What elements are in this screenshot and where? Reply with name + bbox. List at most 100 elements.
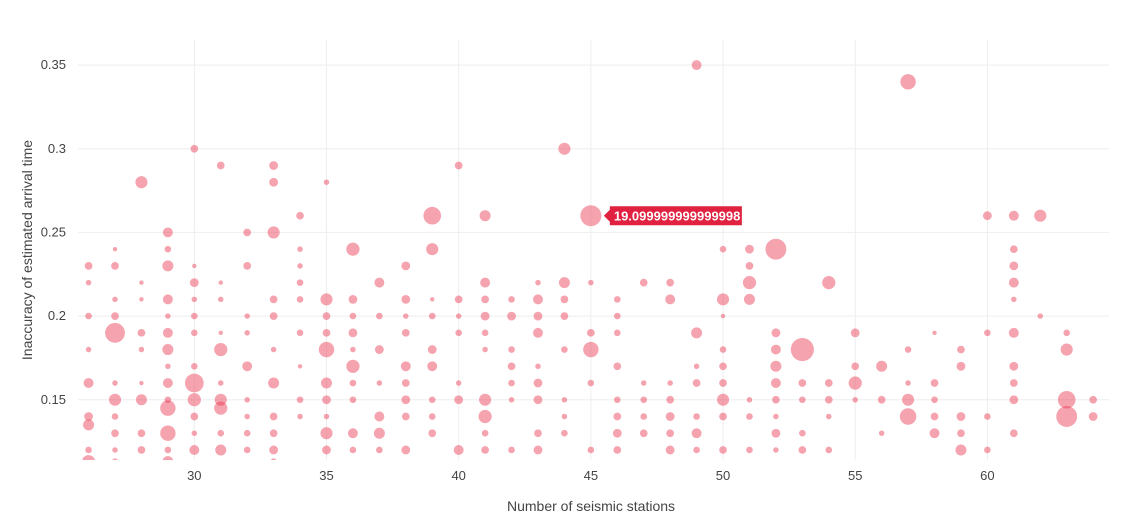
data-point[interactable]	[455, 329, 462, 337]
data-point[interactable]	[111, 312, 119, 320]
data-point[interactable]	[84, 262, 93, 270]
data-point[interactable]	[746, 397, 753, 403]
data-point[interactable]	[507, 362, 516, 371]
data-point[interactable]	[85, 279, 92, 286]
data-point[interactable]	[691, 327, 703, 339]
data-point[interactable]	[719, 446, 727, 454]
data-point[interactable]	[243, 446, 251, 454]
data-point[interactable]	[613, 446, 622, 454]
data-point[interactable]	[1009, 379, 1018, 387]
data-point[interactable]	[640, 396, 648, 404]
data-point[interactable]	[773, 447, 779, 453]
data-point[interactable]	[533, 445, 543, 455]
data-point[interactable]	[745, 262, 754, 270]
data-point[interactable]	[296, 279, 304, 286]
data-point[interactable]	[798, 446, 807, 454]
data-point[interactable]	[665, 445, 675, 455]
data-point[interactable]	[561, 413, 568, 420]
data-point[interactable]	[558, 277, 570, 289]
data-point[interactable]	[162, 260, 174, 272]
data-point[interactable]	[376, 380, 383, 386]
data-point[interactable]	[1008, 327, 1019, 338]
data-point[interactable]	[719, 412, 727, 421]
data-point[interactable]	[403, 313, 409, 319]
data-point[interactable]	[349, 312, 357, 320]
data-point[interactable]	[137, 446, 146, 454]
data-point[interactable]	[588, 279, 594, 286]
data-point[interactable]	[214, 401, 228, 415]
data-point[interactable]	[160, 400, 176, 416]
data-point[interactable]	[135, 394, 147, 406]
data-point[interactable]	[85, 312, 92, 320]
data-point[interactable]	[765, 238, 787, 260]
data-point[interactable]	[322, 445, 331, 455]
data-point[interactable]	[162, 344, 174, 356]
data-point[interactable]	[401, 445, 411, 455]
data-point[interactable]	[667, 380, 673, 386]
data-point[interactable]	[957, 345, 965, 354]
data-point[interactable]	[83, 419, 95, 431]
data-point[interactable]	[1009, 429, 1018, 438]
data-point[interactable]	[347, 428, 358, 439]
data-point[interactable]	[401, 412, 410, 421]
data-point[interactable]	[164, 446, 172, 454]
data-point[interactable]	[346, 359, 360, 373]
data-point[interactable]	[1011, 296, 1017, 303]
data-point[interactable]	[320, 427, 333, 440]
data-point[interactable]	[798, 379, 807, 387]
data-point[interactable]	[164, 245, 172, 253]
data-point[interactable]	[850, 328, 860, 338]
data-point[interactable]	[349, 446, 357, 454]
data-point[interactable]	[904, 346, 912, 353]
data-point[interactable]	[479, 210, 491, 222]
data-point[interactable]	[580, 205, 602, 227]
data-point[interactable]	[401, 379, 410, 387]
data-point[interactable]	[85, 346, 92, 353]
data-point[interactable]	[135, 176, 148, 189]
data-point[interactable]	[244, 313, 250, 319]
data-point[interactable]	[190, 144, 199, 153]
data-point[interactable]	[401, 395, 411, 405]
data-point[interactable]	[639, 429, 648, 438]
data-point[interactable]	[508, 446, 515, 454]
data-point[interactable]	[666, 429, 675, 438]
data-point[interactable]	[214, 393, 227, 406]
data-point[interactable]	[111, 413, 119, 420]
data-point[interactable]	[454, 161, 463, 170]
data-point[interactable]	[534, 429, 542, 438]
data-point[interactable]	[1088, 412, 1098, 421]
data-point[interactable]	[693, 413, 700, 420]
data-point[interactable]	[772, 395, 780, 404]
data-point[interactable]	[297, 263, 303, 269]
data-point[interactable]	[612, 428, 622, 438]
data-point[interactable]	[719, 346, 727, 353]
data-point[interactable]	[184, 373, 204, 393]
data-point[interactable]	[214, 342, 228, 357]
data-point[interactable]	[984, 446, 991, 454]
data-point[interactable]	[244, 397, 250, 403]
data-point[interactable]	[320, 293, 333, 306]
data-point[interactable]	[218, 380, 224, 386]
data-point[interactable]	[692, 379, 701, 387]
data-point[interactable]	[719, 362, 727, 371]
data-point[interactable]	[482, 346, 488, 353]
data-point[interactable]	[1009, 361, 1019, 371]
data-point[interactable]	[742, 276, 757, 290]
data-point[interactable]	[112, 380, 118, 386]
data-point[interactable]	[902, 393, 915, 406]
data-point[interactable]	[243, 429, 251, 437]
data-point[interactable]	[746, 446, 753, 454]
data-point[interactable]	[296, 329, 304, 337]
data-point[interactable]	[1034, 209, 1047, 222]
data-point[interactable]	[613, 396, 621, 404]
data-point[interactable]	[269, 161, 279, 170]
data-point[interactable]	[84, 412, 93, 421]
data-point[interactable]	[455, 380, 462, 386]
data-point[interactable]	[693, 363, 700, 370]
data-point[interactable]	[187, 393, 201, 407]
data-point[interactable]	[480, 277, 491, 288]
data-point[interactable]	[877, 395, 886, 404]
data-point[interactable]	[746, 413, 753, 420]
data-point[interactable]	[899, 408, 917, 425]
data-point[interactable]	[745, 244, 754, 254]
